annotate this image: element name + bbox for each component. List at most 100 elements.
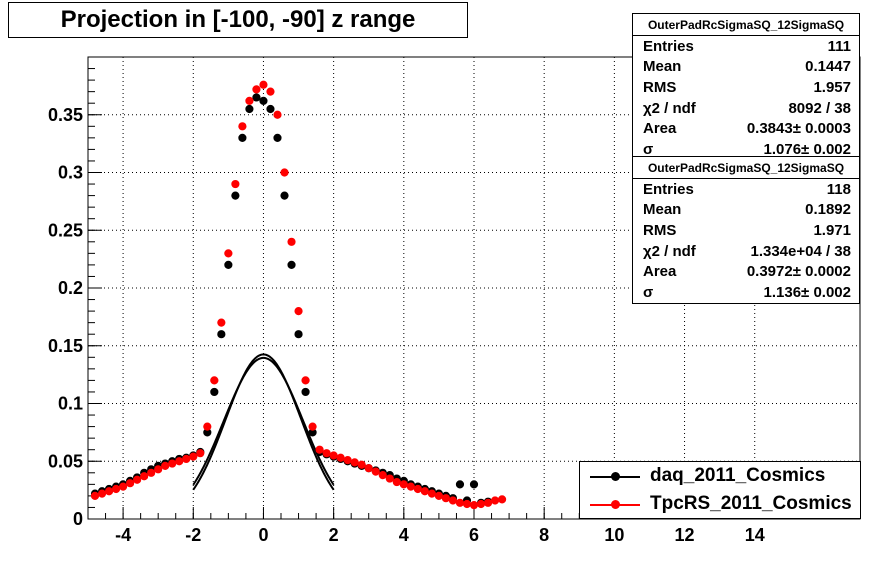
data-point [168, 459, 177, 468]
data-point [350, 458, 359, 467]
data-point [336, 453, 345, 462]
data-point [273, 110, 282, 119]
data-point [399, 480, 408, 489]
x-tick-label: 2 [329, 525, 339, 545]
stats-label: Area [643, 120, 677, 138]
data-point [133, 475, 142, 484]
data-point [252, 85, 261, 94]
data-point [189, 452, 198, 461]
data-point [420, 487, 429, 496]
data-point [196, 449, 205, 458]
data-point [252, 93, 261, 102]
data-point [343, 455, 352, 465]
y-tick-label: 0.15 [48, 336, 83, 356]
stats-row-entries: Entries 111 [633, 36, 859, 57]
y-tick-label: 0.25 [48, 220, 83, 240]
stats-value: 0.3972± 0.0002 [746, 263, 851, 281]
grid-lines [88, 57, 860, 520]
stats-label: Entries [643, 37, 694, 55]
stats-row-sigma: σ 1.136± 0.002 [633, 282, 859, 303]
data-point [364, 464, 373, 473]
fit-curve [192, 356, 335, 486]
data-point [455, 480, 465, 489]
stats-label: σ [643, 140, 654, 158]
stats-label: Mean [643, 201, 682, 219]
stats-label: χ2 / ndf [643, 99, 696, 117]
data-point [111, 484, 121, 494]
y-tick-label: 0 [73, 509, 83, 529]
data-point [175, 457, 184, 466]
data-point [245, 96, 254, 105]
data-point [378, 471, 387, 480]
stats-row-rms: RMS 1.957 [633, 77, 859, 98]
data-point [490, 496, 500, 505]
data-point [385, 474, 394, 483]
stats-value: 0.3843± 0.0003 [746, 120, 851, 138]
data-point [217, 318, 226, 327]
data-point [259, 80, 268, 89]
x-tick-label: 0 [258, 525, 268, 545]
data-point [301, 376, 310, 385]
stats-row-chi2: χ2 / ndf 8092 / 38 [633, 98, 859, 119]
stats-value: 1.334e+04 / 38 [750, 242, 851, 260]
data-point [287, 260, 296, 269]
x-tick-label: 10 [604, 525, 624, 545]
data-point [280, 168, 289, 177]
stats-row-entries: Entries 118 [633, 179, 859, 200]
data-point [203, 422, 212, 431]
x-tick-label: 6 [469, 525, 479, 545]
data-point [287, 237, 296, 246]
data-point [90, 491, 100, 500]
data-point [301, 387, 310, 397]
stats-title: OuterPadRcSigmaSQ_12SigmaSQ [633, 14, 859, 36]
data-point [259, 96, 268, 105]
data-point [273, 133, 282, 142]
stats-box-daq: OuterPadRcSigmaSQ_12SigmaSQ Entries 111 M… [632, 13, 860, 161]
y-tick-label: 0.05 [48, 451, 83, 471]
fit-curve [192, 353, 335, 491]
legend-entry-daq: daq_2011_Cosmics [580, 463, 860, 491]
y-tick-label: 0.3 [58, 163, 83, 183]
data-point [126, 479, 135, 488]
data-point [315, 445, 324, 454]
data-points [90, 80, 507, 510]
data-point [147, 468, 156, 477]
stats-value: 0.1892 [805, 201, 851, 219]
data-point [224, 249, 233, 258]
data-point [210, 376, 219, 385]
data-point [308, 422, 317, 431]
data-point [182, 454, 191, 464]
data-point [280, 191, 289, 200]
stats-row-area: Area 0.3972± 0.0002 [633, 261, 859, 282]
data-point [294, 307, 303, 316]
data-point [294, 330, 303, 339]
legend-entry-tpcrs: TpcRS_2011_Cosmics [580, 491, 860, 519]
stats-label: χ2 / ndf [643, 242, 696, 260]
data-point [448, 496, 458, 505]
data-point [210, 387, 219, 397]
data-point [329, 451, 338, 460]
data-point [371, 467, 380, 476]
data-point [217, 330, 226, 339]
data-point [392, 477, 401, 487]
data-point [97, 489, 107, 498]
stats-value: 8092 / 38 [788, 99, 851, 117]
data-point [266, 104, 275, 114]
data-point [441, 494, 451, 503]
data-point [238, 133, 247, 142]
data-point [434, 491, 444, 500]
legend-label: daq_2011_Cosmics [650, 465, 826, 486]
stats-row-chi2: χ2 / ndf 1.334e+04 / 38 [633, 241, 859, 262]
data-point [469, 480, 479, 489]
y-tick-label: 0.1 [58, 394, 83, 414]
stats-value: 1.076± 0.002 [763, 140, 851, 158]
legend: daq_2011_Cosmics TpcRS_2011_Cosmics [579, 461, 861, 519]
stats-label: RMS [643, 78, 677, 96]
x-tick-label: -2 [185, 525, 201, 545]
data-point [118, 482, 128, 491]
data-point [462, 499, 472, 509]
data-point [476, 499, 486, 509]
data-point [322, 449, 331, 458]
stats-label: Entries [643, 180, 694, 198]
x-tick-label: 8 [539, 525, 549, 545]
